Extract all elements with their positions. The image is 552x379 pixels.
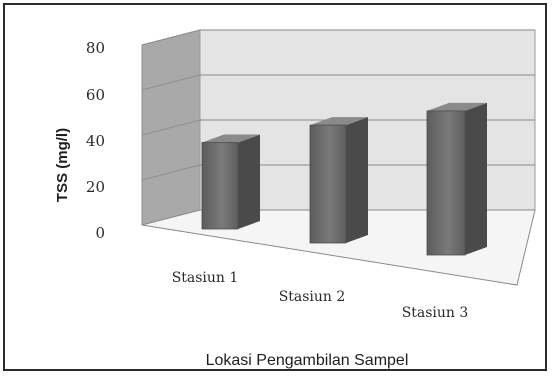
- bar-3: [426, 102, 487, 256]
- gridline-side-80: [141, 29, 201, 46]
- y-tick-label-60: 60: [86, 86, 105, 104]
- bar-front-3: [426, 110, 466, 256]
- chart-frame: 0 20 40 60 80 Stasiun 1 Stasiun 2 Stasiun 3 TS…: [3, 3, 547, 371]
- gridline-side-20: [141, 164, 201, 181]
- category-label-2: Stasiun 2: [279, 289, 346, 305]
- bar-side-2: [346, 117, 368, 243]
- bar-top-2: [310, 117, 368, 126]
- y-tick-label-40: 40: [86, 132, 105, 150]
- bar-2: [309, 117, 368, 244]
- bar-side-1: [238, 134, 260, 229]
- x-axis-title: Lokasi Pengambilan Sampel: [206, 352, 409, 369]
- bar-1: [201, 134, 260, 230]
- gridline-side-40: [141, 119, 201, 136]
- bar-top-1: [202, 134, 260, 143]
- category-labels: Stasiun 1 Stasiun 2 Stasiun 3: [172, 270, 469, 321]
- bar-chart: 0 20 40 60 80 Stasiun 1 Stasiun 2 Stasiun 3 TS…: [54, 29, 536, 369]
- category-label-1: Stasiun 1: [172, 270, 239, 286]
- y-tick-label-0: 0: [95, 224, 105, 242]
- y-tick-label-80: 80: [86, 39, 105, 57]
- category-label-3: Stasiun 3: [402, 305, 469, 321]
- y-axis-title: TSS (mg/l): [54, 128, 71, 202]
- gridline-side-60: [141, 74, 201, 91]
- bar-front-1: [201, 142, 239, 230]
- y-tick-labels: 0 20 40 60 80: [86, 39, 105, 242]
- bar-front-2: [309, 124, 347, 244]
- y-tick-label-20: 20: [86, 178, 105, 196]
- bar-side-3: [465, 102, 487, 256]
- bar-top-3: [427, 102, 487, 111]
- bars: [201, 102, 487, 256]
